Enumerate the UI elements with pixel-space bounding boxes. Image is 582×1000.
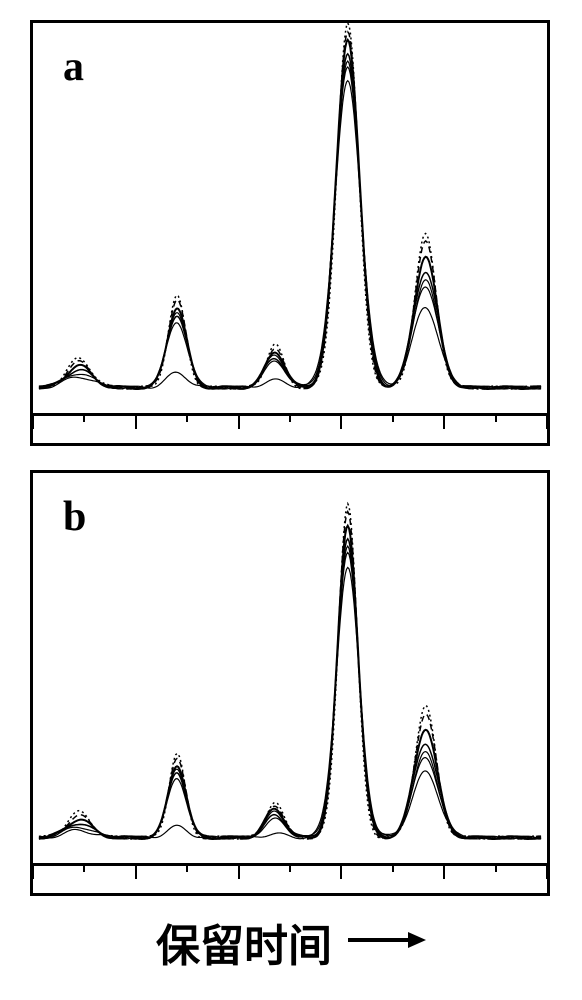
tick-major: [238, 413, 240, 429]
tick-major: [135, 863, 137, 879]
trace-line: [39, 552, 541, 839]
trace-line: [39, 504, 541, 839]
trace-line: [39, 32, 541, 389]
tick-major: [340, 413, 342, 429]
trace-line: [39, 23, 541, 389]
tick-major: [443, 863, 445, 879]
trace-line: [39, 567, 541, 839]
x-axis-label: 保留时间: [156, 910, 332, 974]
figure-container: b: [30, 470, 550, 896]
tick-major: [546, 863, 548, 879]
tick-major: [32, 413, 34, 429]
chromatogram-panel-a: a: [33, 23, 547, 403]
x-axis-b: [33, 863, 547, 893]
figure-container: a: [30, 20, 550, 446]
trace-line: [39, 61, 541, 389]
tick-minor: [289, 863, 291, 872]
chromatogram-panel-b: b: [33, 473, 547, 853]
tick-minor: [186, 413, 188, 422]
trace-line: [39, 526, 541, 839]
tick-major: [32, 863, 34, 879]
trace-line: [39, 67, 541, 389]
x-axis-label-row: 保留时间: [0, 910, 582, 974]
tick-minor: [289, 413, 291, 422]
trace-line: [39, 81, 541, 389]
x-axis-a: [33, 413, 547, 443]
tick-minor: [83, 413, 85, 422]
trace-line: [39, 512, 541, 839]
tick-minor: [495, 863, 497, 872]
chromatogram-svg: [33, 473, 547, 853]
tick-major: [340, 863, 342, 879]
tick-major: [546, 413, 548, 429]
arrow-icon: [346, 926, 426, 959]
tick-minor: [186, 863, 188, 872]
tick-major: [443, 413, 445, 429]
tick-minor: [392, 863, 394, 872]
trace-line: [39, 54, 541, 389]
trace-line: [39, 539, 541, 839]
trace-line: [39, 546, 541, 839]
tick-minor: [495, 413, 497, 422]
chromatogram-svg: [33, 23, 547, 403]
tick-major: [238, 863, 240, 879]
trace-line: [39, 40, 541, 389]
tick-major: [135, 413, 137, 429]
tick-minor: [83, 863, 85, 872]
tick-minor: [392, 413, 394, 422]
